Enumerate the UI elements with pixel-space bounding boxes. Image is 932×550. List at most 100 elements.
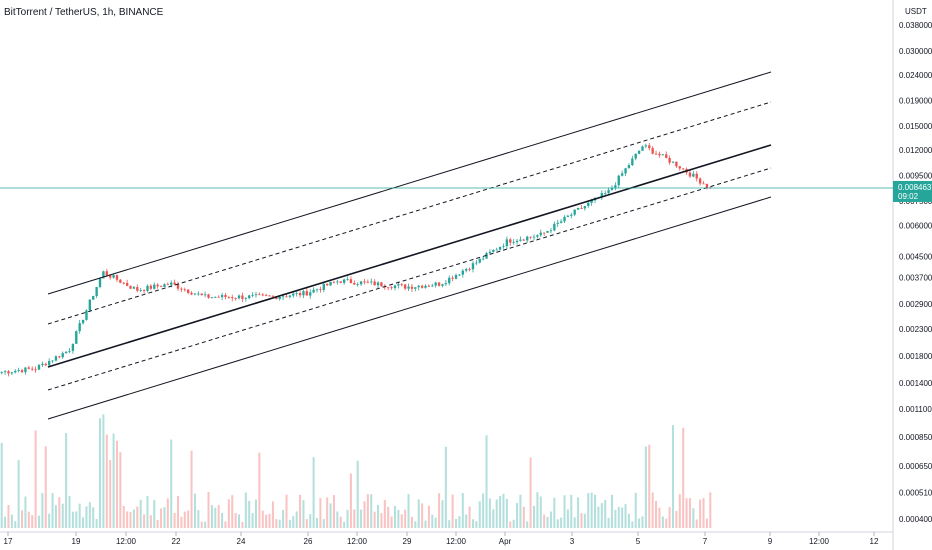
candle-body — [319, 289, 322, 291]
volume-bar — [95, 519, 98, 528]
candle-body — [353, 282, 356, 285]
volume-bar — [319, 497, 322, 528]
volume-bar — [227, 499, 230, 528]
volume-bar — [410, 516, 413, 528]
chart-title: BitTorrent / TetherUS, 1h, BINANCE — [4, 7, 164, 18]
candle-body — [7, 371, 10, 374]
volume-bar — [641, 516, 644, 528]
candle-body — [81, 319, 85, 324]
volume-bar — [560, 517, 563, 528]
volume-bar — [210, 505, 213, 528]
candle-body — [312, 289, 315, 293]
candle-body — [98, 278, 102, 287]
volume-bar — [143, 514, 146, 528]
volume-bar — [265, 514, 268, 528]
volume-bar — [129, 512, 132, 528]
volume-bar — [421, 503, 424, 528]
volume-bar — [634, 492, 637, 528]
volume-bar — [522, 506, 525, 528]
volume-bar — [346, 509, 349, 528]
volume-bar — [383, 499, 386, 528]
volume-bar — [424, 520, 427, 528]
volume-bar — [638, 518, 641, 528]
volume-bar — [54, 505, 57, 528]
candle-body — [3, 371, 7, 373]
candle-body — [315, 289, 319, 291]
volume-bar — [231, 495, 234, 528]
volume-bar — [183, 511, 186, 528]
regression-channel[interactable] — [47, 71, 772, 420]
candle-body — [285, 296, 288, 298]
candle-body — [332, 281, 336, 283]
volume-bar — [393, 505, 397, 528]
volume-bar — [495, 499, 498, 528]
volume-bar — [553, 497, 556, 528]
candle-body — [234, 298, 237, 299]
volume-bar — [44, 446, 47, 528]
candle-body — [298, 293, 302, 296]
channel-line-lower-mid — [47, 167, 772, 391]
volume-bar — [580, 513, 583, 528]
candle-body — [420, 285, 424, 288]
volume-bar — [41, 493, 44, 528]
candle-body — [559, 221, 563, 223]
candle-body — [27, 367, 31, 369]
volume-bar — [529, 457, 532, 528]
candle-body — [526, 236, 529, 241]
candle-body — [668, 157, 671, 163]
volume-bar — [68, 496, 71, 528]
candle-body — [10, 372, 14, 374]
candle-body — [654, 153, 658, 155]
volume-bar — [678, 494, 681, 528]
candle-body — [241, 295, 244, 299]
volume-bar — [370, 494, 373, 528]
candle-body — [617, 175, 620, 186]
volume-bar — [400, 514, 403, 528]
candle-body — [498, 246, 502, 250]
candle-body — [244, 298, 247, 299]
volume-bar — [695, 519, 698, 528]
volume-bar — [82, 517, 85, 528]
candle-body — [170, 282, 173, 285]
volume-bar — [583, 513, 586, 528]
candle-body — [47, 360, 51, 366]
volume-bar — [532, 505, 536, 528]
candle-body — [85, 310, 88, 320]
candle-body — [624, 168, 627, 174]
volume-bar — [441, 500, 444, 528]
channel-line-lower — [47, 196, 772, 420]
volume-bar — [322, 519, 325, 528]
candle-body — [75, 331, 78, 344]
volume-bar — [397, 509, 400, 528]
volume-bar — [353, 509, 356, 528]
volume-bar — [671, 425, 675, 528]
volume-bar — [360, 509, 363, 528]
candle-body — [71, 343, 75, 351]
candle-body — [431, 285, 434, 287]
volume-bar — [471, 519, 474, 528]
candle-body — [604, 193, 607, 194]
candle-body — [146, 285, 149, 291]
volume-bar — [549, 511, 552, 528]
volume-bar — [702, 498, 705, 528]
time-tick-label: 17 — [4, 537, 13, 546]
volume-bar — [373, 511, 376, 528]
candle-body — [51, 360, 54, 362]
time-tick-label: 24 — [237, 537, 246, 546]
candle-body — [692, 173, 695, 177]
candle-body — [288, 295, 292, 297]
volume-bar — [299, 494, 302, 528]
candle-body — [407, 286, 410, 289]
volume-bar — [600, 503, 603, 528]
candle-body — [634, 153, 637, 159]
volume-bar — [251, 513, 254, 528]
volume-bar — [115, 440, 118, 528]
time-tick-label: 12:00 — [809, 537, 830, 546]
volume-bar — [0, 442, 3, 528]
